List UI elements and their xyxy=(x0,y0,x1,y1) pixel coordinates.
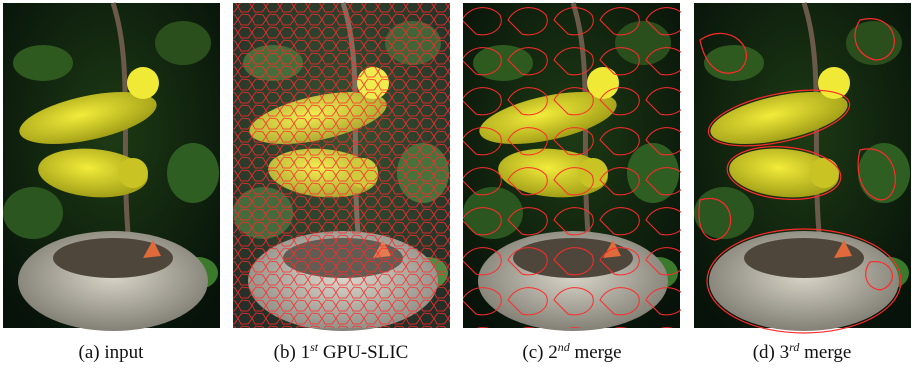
caption: (b) 1st GPU-SLIC xyxy=(274,340,409,363)
figure: (a) input (b) 1st GPU-SLIC (c) 2nd merge… xyxy=(0,0,912,369)
image xyxy=(3,3,220,331)
caption-label: (b) xyxy=(274,342,296,363)
caption-label: (d) xyxy=(753,342,775,363)
panel-a xyxy=(3,3,220,331)
caption-text: input xyxy=(104,342,144,363)
panel-d xyxy=(694,3,911,333)
caption: (c) 2nd merge xyxy=(522,340,621,363)
panel-b xyxy=(233,3,450,331)
superpixel-boundaries xyxy=(233,3,450,328)
caption: (d) 3rd merge xyxy=(753,340,852,363)
caption-number: 2 xyxy=(548,342,558,363)
caption-text: merge xyxy=(804,342,851,363)
page: (a) input (b) 1st GPU-SLIC (c) 2nd merge… xyxy=(0,0,912,369)
superpixel-boundaries xyxy=(463,3,681,328)
caption-label: (c) xyxy=(522,342,543,363)
caption-label: (a) xyxy=(79,342,100,363)
caption-number: 3 xyxy=(780,342,790,363)
caption: (a) input xyxy=(79,342,145,363)
caption-number: 1 xyxy=(301,342,311,363)
caption-text: GPU-SLIC xyxy=(323,342,409,363)
caption-text: merge xyxy=(574,342,621,363)
panel-c xyxy=(463,3,681,331)
image xyxy=(694,3,911,331)
